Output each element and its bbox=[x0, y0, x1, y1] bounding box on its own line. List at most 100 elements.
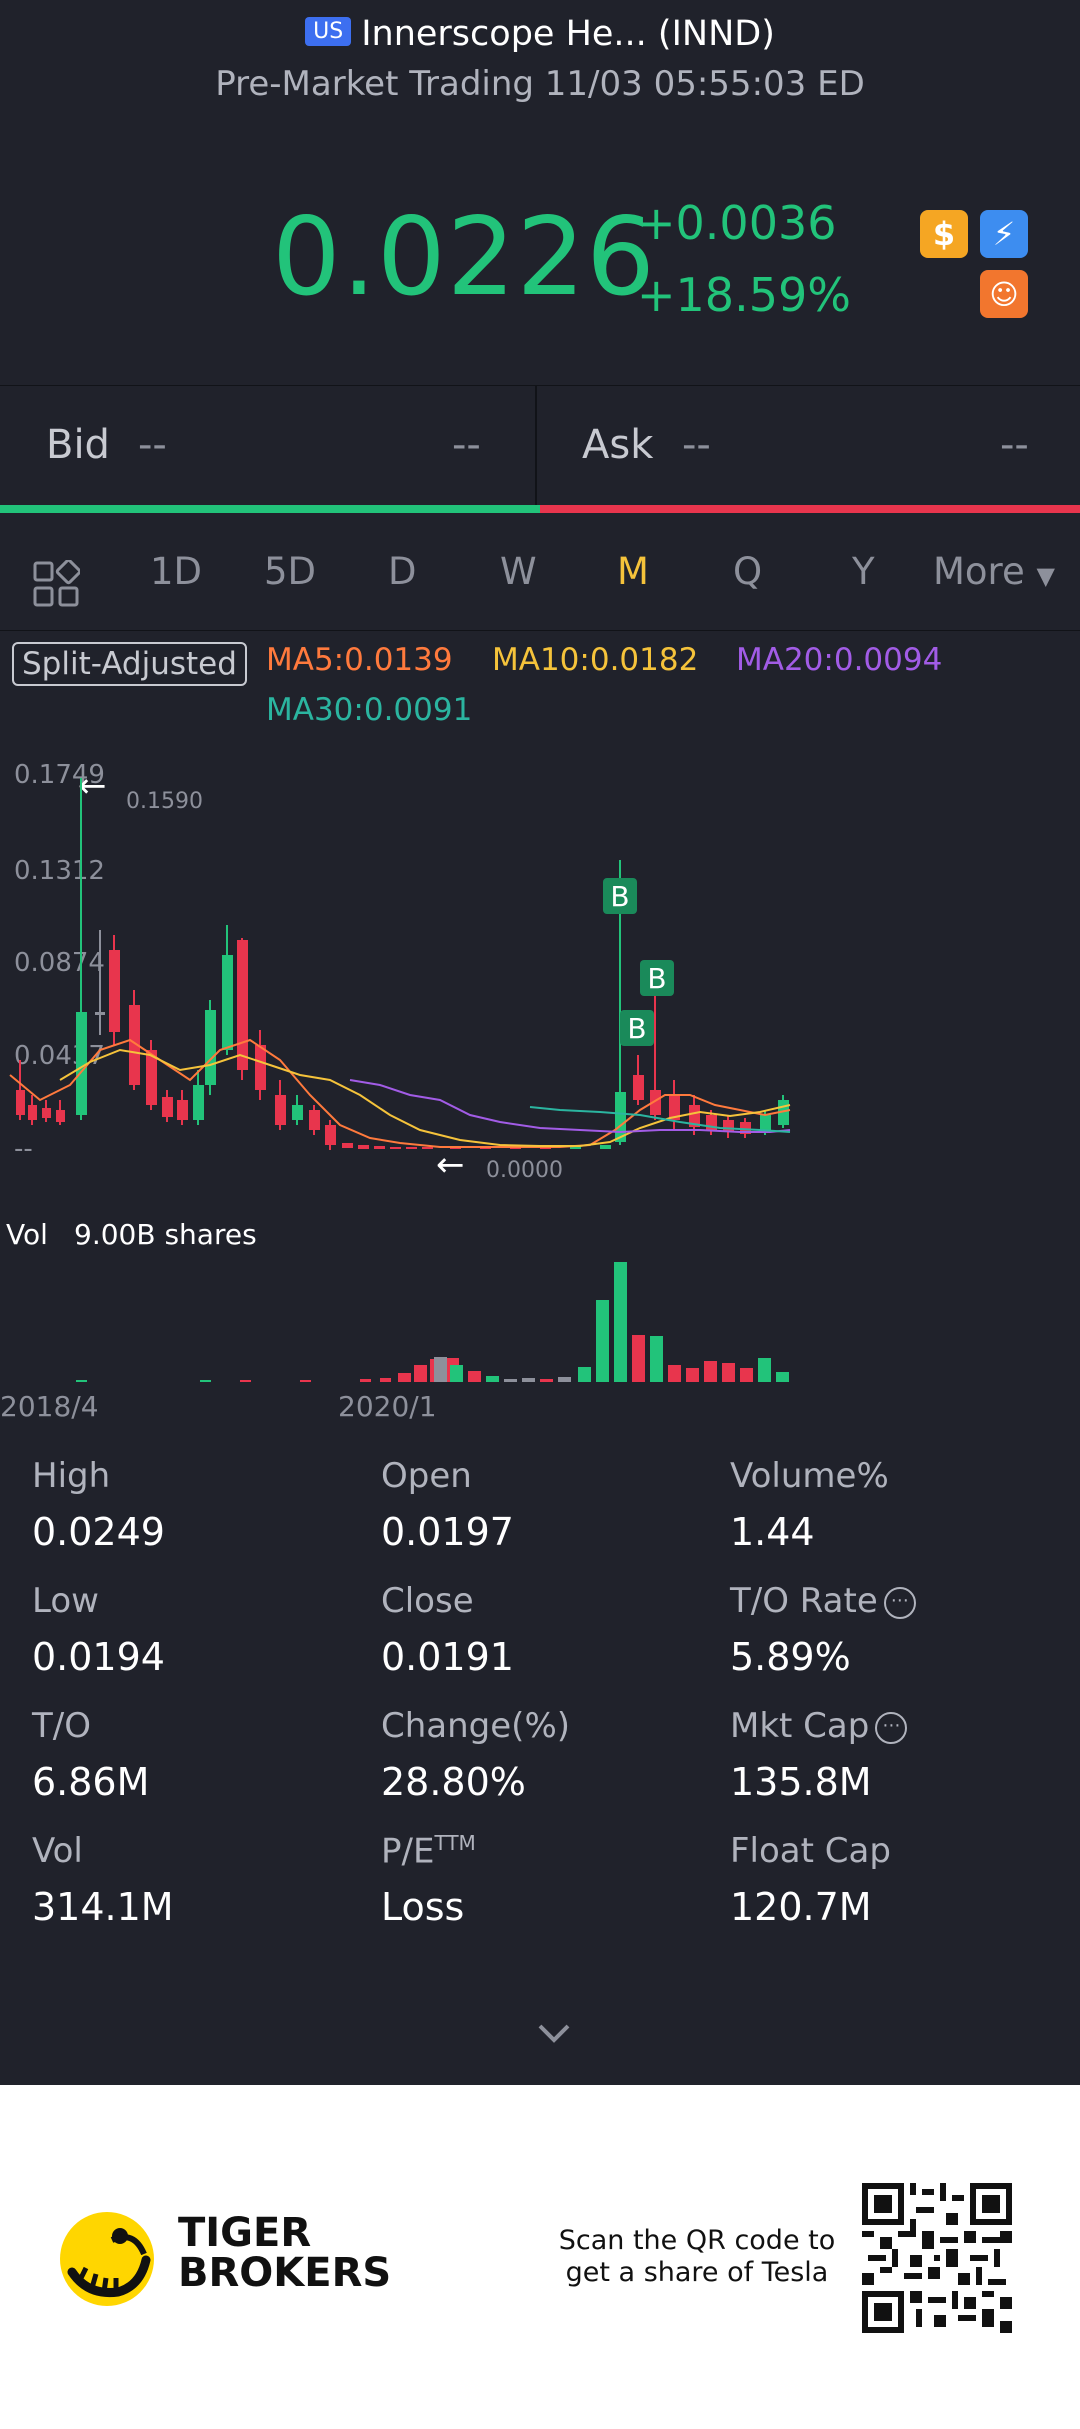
volume-bars bbox=[76, 1262, 789, 1382]
trade-marker-text: B bbox=[647, 962, 666, 995]
stat-value-market-cap: 135.8M bbox=[730, 1760, 872, 1804]
stat-label-change-percent: Change(%) bbox=[381, 1706, 571, 1746]
tab-q[interactable]: Q bbox=[733, 550, 763, 593]
tiger-logo-icon bbox=[60, 2212, 154, 2306]
ma20-value: MA20:0.0094 bbox=[736, 642, 943, 678]
price-change: +0.0036 bbox=[637, 196, 837, 250]
stat-label-pe: P/ETTM bbox=[381, 1831, 476, 1871]
expand-chevron-icon[interactable] bbox=[537, 2022, 571, 2044]
promo-line-2: get a share of Tesla bbox=[565, 2257, 829, 2288]
stat-label-turnover: T/O bbox=[32, 1706, 91, 1746]
ma10-line bbox=[59, 1048, 791, 1147]
ma30-value: MA30:0.0091 bbox=[266, 692, 473, 728]
qr-code-icon bbox=[862, 2183, 1012, 2333]
volume-value: 9.00B shares bbox=[74, 1218, 257, 1251]
trade-marker-b[interactable]: B bbox=[620, 1010, 654, 1046]
tab-w[interactable]: W bbox=[500, 550, 537, 593]
volume-label: Vol bbox=[6, 1218, 48, 1251]
last-price: 0.0226 bbox=[272, 195, 656, 320]
more-info-icon[interactable]: ⋯ bbox=[875, 1711, 908, 1744]
bid-price: -- bbox=[138, 422, 167, 468]
stat-label-market-cap: Mkt Cap ⋯ bbox=[730, 1706, 908, 1746]
price-chart[interactable]: 0.1749 0.1312 0.0874 0.0437 -- ← 0.1590 … bbox=[0, 750, 1080, 1180]
tab-m[interactable]: M bbox=[617, 550, 649, 593]
period-tabs: 1D 5D D W M Q Y More ▼ bbox=[0, 540, 1080, 631]
promo-footer: TIGER BROKERS Scan the QR code to get a … bbox=[0, 2085, 1080, 2429]
stat-label-vol: Vol bbox=[32, 1831, 83, 1871]
promo-text: Scan the QR code to get a share of Tesla bbox=[552, 2225, 842, 2289]
stat-value-change-percent: 28.80% bbox=[381, 1760, 526, 1804]
stat-value-close: 0.0191 bbox=[381, 1635, 514, 1679]
brand-line-1: TIGER bbox=[178, 2210, 312, 2256]
market-badge: US bbox=[305, 16, 352, 46]
ask-price: -- bbox=[682, 422, 711, 468]
ma20-line bbox=[349, 1079, 791, 1134]
candlesticks bbox=[16, 778, 789, 1150]
ask-strength-bar bbox=[540, 505, 1080, 513]
promo-line-1: Scan the QR code to bbox=[558, 2225, 836, 2256]
bid-strength-bar bbox=[0, 505, 540, 513]
ma10-value: MA10:0.0182 bbox=[492, 642, 699, 678]
stock-title[interactable]: US Innerscope He... (INND) bbox=[0, 14, 1080, 54]
stat-label-turnover-rate-text: T/O Rate bbox=[730, 1581, 878, 1621]
bid-ask-divider bbox=[535, 386, 537, 508]
trade-marker-b[interactable]: B bbox=[640, 960, 674, 996]
bid-label: Bid bbox=[46, 422, 110, 468]
tab-y[interactable]: Y bbox=[852, 550, 875, 593]
stat-label-pe-text: P/E bbox=[381, 1831, 435, 1872]
quote-header: US Innerscope He... (INND) Pre-Market Tra… bbox=[0, 0, 1080, 380]
stat-value-volume-percent: 1.44 bbox=[730, 1510, 815, 1554]
stat-value-pe: Loss bbox=[381, 1885, 465, 1929]
x-tick-label: 2018/4 bbox=[0, 1390, 99, 1423]
ask-size: -- bbox=[1000, 422, 1029, 468]
stat-label-float-cap: Float Cap bbox=[730, 1831, 891, 1871]
stat-label-high: High bbox=[32, 1456, 111, 1496]
ask-label: Ask bbox=[582, 422, 654, 468]
brand-name: TIGER BROKERS bbox=[178, 2213, 391, 2293]
stat-value-vol: 314.1M bbox=[32, 1885, 174, 1929]
stat-label-open: Open bbox=[381, 1456, 472, 1496]
stat-value-open: 0.0197 bbox=[381, 1510, 514, 1554]
stat-value-high: 0.0249 bbox=[32, 1510, 165, 1554]
tab-5d[interactable]: 5D bbox=[264, 550, 317, 593]
split-adjusted-button[interactable]: Split-Adjusted bbox=[12, 642, 247, 686]
stat-label-close: Close bbox=[381, 1581, 474, 1621]
stat-value-low: 0.0194 bbox=[32, 1635, 165, 1679]
y-tick-label: 0.0437 bbox=[14, 1041, 105, 1071]
stat-value-float-cap: 120.7M bbox=[730, 1885, 872, 1929]
stock-name: Innerscope He... (INND) bbox=[361, 14, 775, 54]
indicator-grid-icon[interactable] bbox=[32, 560, 80, 608]
chevron-down-icon: ▼ bbox=[1036, 562, 1055, 590]
tab-d[interactable]: D bbox=[388, 550, 417, 593]
lightning-icon[interactable]: ⚡ bbox=[980, 210, 1028, 258]
tab-more-label: More bbox=[933, 550, 1025, 593]
y-tick-label: 0.1749 bbox=[14, 760, 105, 790]
volume-chart[interactable] bbox=[0, 1255, 1080, 1385]
stat-label-pe-sup: TTM bbox=[434, 1831, 476, 1855]
tab-more[interactable]: More ▼ bbox=[933, 550, 1055, 593]
y-tick-label: 0.1312 bbox=[14, 856, 105, 886]
stat-label-market-cap-text: Mkt Cap bbox=[730, 1706, 870, 1746]
high-marker-label: 0.1590 bbox=[126, 789, 203, 814]
y-tick-label: -- bbox=[14, 1134, 33, 1164]
ma30-line bbox=[529, 1106, 791, 1133]
trade-marker-b[interactable]: B bbox=[603, 878, 637, 914]
high-arrow-icon: ← bbox=[78, 766, 107, 806]
trading-status: Pre-Market Trading 11/03 05:55:03 ED bbox=[215, 64, 865, 104]
tab-1d[interactable]: 1D bbox=[150, 550, 203, 593]
x-tick-label: 2020/1 bbox=[338, 1390, 437, 1423]
brain-icon[interactable]: ☺ bbox=[980, 270, 1028, 318]
brand-line-2: BROKERS bbox=[178, 2250, 392, 2296]
bid-ask-panel: Bid -- -- Ask -- -- bbox=[0, 385, 1080, 508]
y-tick-label: 0.0874 bbox=[14, 948, 105, 978]
stat-value-turnover: 6.86M bbox=[32, 1760, 150, 1804]
ma5-value: MA5:0.0139 bbox=[266, 642, 453, 678]
stat-label-low: Low bbox=[32, 1581, 99, 1621]
more-info-icon[interactable]: ⋯ bbox=[883, 1586, 916, 1619]
stat-label-volume-percent: Volume% bbox=[730, 1456, 889, 1496]
stat-label-turnover-rate: T/O Rate ⋯ bbox=[730, 1581, 916, 1621]
dollar-icon[interactable]: $ bbox=[920, 210, 968, 258]
price-change-percent: +18.59% bbox=[637, 268, 851, 322]
low-marker-label: 0.0000 bbox=[486, 1158, 563, 1180]
trade-marker-text: B bbox=[627, 1012, 646, 1045]
